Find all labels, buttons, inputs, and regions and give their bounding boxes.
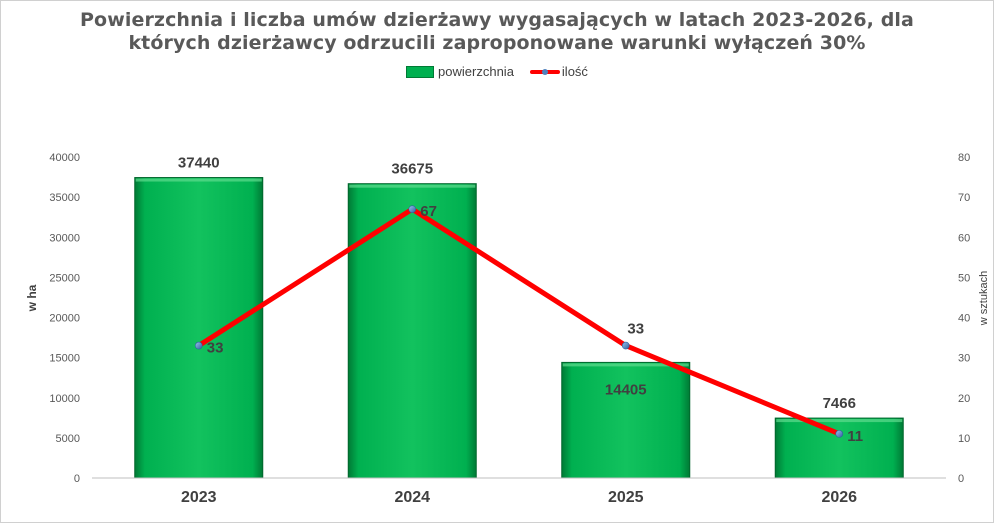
bar-value-label-2026: 7466 <box>823 395 856 412</box>
line-ilosc <box>196 206 842 437</box>
chart-title-line-2: których dzierżawcy odrzucili zaproponowa… <box>128 32 866 54</box>
line-value-label-2023: 33 <box>207 340 224 357</box>
bar-value-label-2023: 37440 <box>178 155 220 172</box>
legend-item-ilosc: ilość <box>529 64 588 79</box>
bar-2024 <box>347 183 477 479</box>
line-series <box>194 205 844 438</box>
line-marker-2026 <box>835 430 844 438</box>
bar-highlight-2023 <box>135 178 262 182</box>
right-axis-ticks: 0 10 20 30 40 50 60 70 80 <box>958 152 970 485</box>
y-tick-label: 25000 <box>49 272 80 284</box>
line-marker-2023 <box>194 341 203 350</box>
bar-2025 <box>561 361 691 479</box>
line-marker-2025 <box>621 341 630 350</box>
y2-tick-label: 30 <box>958 353 970 365</box>
data-labels: 37440 36675 14405 7466 33 67 33 11 <box>178 155 863 445</box>
y2-tick-label: 20 <box>958 393 970 405</box>
y-tick-label: 20000 <box>49 313 80 325</box>
bar-series <box>134 177 904 479</box>
legend-label-ilosc: ilość <box>561 64 588 79</box>
y-tick-label: 40000 <box>49 152 80 164</box>
y2-tick-label: 60 <box>958 232 970 244</box>
bar-highlight-2025 <box>562 363 689 367</box>
y-tick-label: 15000 <box>49 353 80 365</box>
category-label-2024: 2024 <box>394 489 430 506</box>
line-value-label-2024: 67 <box>420 203 437 220</box>
bar-value-label-2025: 14405 <box>605 381 647 398</box>
y-tick-label: 5000 <box>56 433 80 445</box>
bar-2023 <box>134 177 264 479</box>
y2-tick-label: 70 <box>958 192 970 204</box>
y-tick-label: 0 <box>74 473 80 485</box>
legend-swatch-bar <box>406 65 435 78</box>
y-tick-label: 35000 <box>49 192 80 204</box>
y2-tick-label: 0 <box>958 473 964 485</box>
bar-value-label-2024: 36675 <box>391 161 433 178</box>
legend-swatch-line <box>529 67 560 77</box>
legend-item-powierzchnia: powierzchnia <box>406 64 514 79</box>
bar-highlight-2024 <box>349 184 476 188</box>
y2-axis-label: w sztukach <box>978 271 990 326</box>
category-label-2026: 2026 <box>821 489 857 506</box>
y2-tick-label: 10 <box>958 433 970 445</box>
bar-2026 <box>774 417 904 479</box>
y2-tick-label: 80 <box>958 152 970 164</box>
category-label-2023: 2023 <box>181 489 217 506</box>
category-labels: 2023 2024 2025 2026 <box>181 489 857 506</box>
y2-tick-label: 40 <box>958 313 970 325</box>
line-value-label-2025: 33 <box>627 321 644 338</box>
left-axis-ticks: 0 5000 10000 15000 20000 25000 30000 35000 40000 <box>49 152 80 485</box>
line-value-label-2026: 11 <box>847 428 863 445</box>
chart-title-line-1: Powierzchnia i liczba umów dzierżawy wyg… <box>80 9 914 31</box>
legend-label-powierzchnia: powierzchnia <box>438 64 514 79</box>
line-marker-2024 <box>408 205 417 213</box>
bar-highlight-2026 <box>776 419 903 423</box>
y-tick-label: 10000 <box>49 393 80 405</box>
y-tick-label: 30000 <box>49 232 80 244</box>
y2-tick-label: 50 <box>958 272 970 284</box>
y-axis-label: w ha <box>25 284 39 312</box>
legend: powierzchnia ilość <box>0 64 994 79</box>
category-label-2025: 2025 <box>608 489 644 506</box>
